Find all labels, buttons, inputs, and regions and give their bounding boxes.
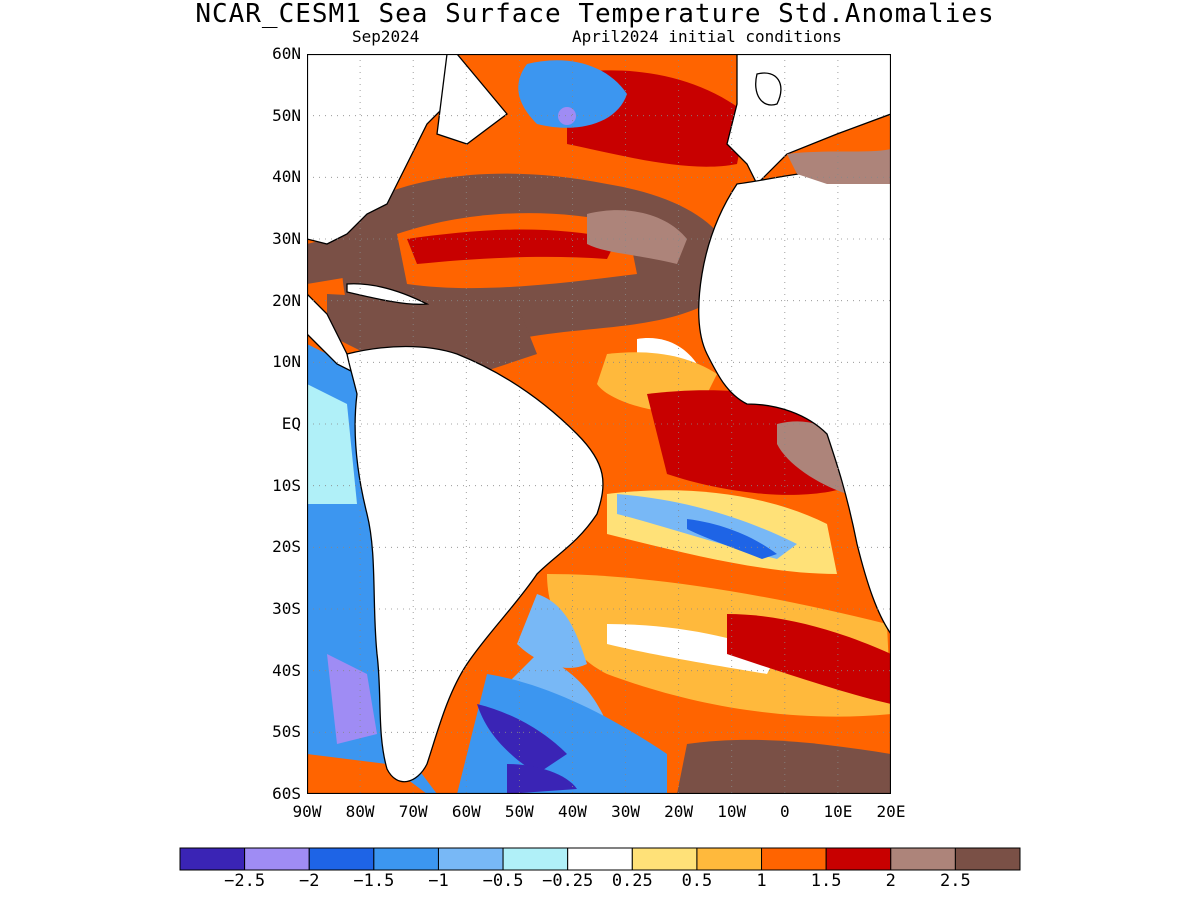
colorbar-swatch [696,847,763,871]
longitude-label: 10E [823,802,853,821]
region-s-cold-core [687,519,777,559]
land-south-america [346,345,604,783]
chart-title: NCAR_CESM1 Sea Surface Temperature Std.A… [195,0,995,29]
latitude-label: 60N [272,44,301,63]
latitude-label: 10N [272,352,301,372]
longitude-label: 10W [717,802,747,821]
colorbar-label: −2 [298,871,320,891]
region-south-brown [677,739,891,794]
latitude-label: 60S [272,784,301,803]
longitude-label: 50W [504,802,534,821]
land-british-isles [755,72,782,106]
region-s-mid-white [607,624,777,674]
colorbar-label: −0.5 [482,871,524,891]
land-caribbean-islands [346,283,430,305]
initial-conditions: April2024 initial conditions [572,27,842,46]
region-n-cold-blue [518,60,627,128]
colorbar-label: −1 [428,871,449,891]
colorbar-swatch [954,847,1021,871]
region-pacific-cyan [307,384,357,504]
latitude-label: 30N [272,229,301,248]
colorbar-swatch [502,847,569,871]
colorbar-swatch [825,847,892,871]
colorbar-label: 0.25 [611,871,653,891]
region-south-deep-blue [477,704,567,774]
latitude-label: 30S [272,599,301,618]
longitude-label: 70W [398,802,428,821]
colorbar-label: −1.5 [353,871,395,891]
region-n-mid-red [407,229,617,264]
region-mediterranean-brown [787,149,891,184]
colorbar-label: 0.5 [681,871,713,891]
region-pacific-south-orange [307,754,427,794]
latitude-label: 20S [272,537,301,557]
forecast-month: Sep2024 [352,27,420,46]
region-s-mid-red [727,614,891,704]
longitude-label: 40W [558,802,587,821]
colorbar-swatch [567,847,633,871]
land-labrador [436,54,508,145]
longitude-label: 80W [345,802,375,821]
sst-anomaly-map [307,54,891,794]
region-n-cold-core [558,107,576,125]
longitude-label: 60W [451,802,481,821]
colorbar-swatch [373,847,439,871]
colorbar-swatch [179,847,246,871]
graticule [307,54,891,794]
colorbar-label: −2.5 [224,871,266,891]
colorbar-swatch [244,847,310,871]
region-gulf-brown [307,234,367,284]
land-central-america [307,293,359,376]
latitude-label: 50S [272,722,301,742]
latitude-label: 20N [272,290,301,310]
colorbar [179,847,1021,871]
latitude-label: 40N [272,167,301,187]
colorbar-swatch [761,847,827,871]
region-s-mid-blue [517,594,587,668]
latitude-label: EQ [281,414,301,433]
colorbar-label: 2.5 [940,871,971,891]
colorbar-swatch [308,847,375,871]
region-n-light-brown [587,210,687,264]
longitude-label: 20W [664,802,694,821]
colorbar-label: 1.5 [810,871,842,891]
colorbar-swatch [437,847,504,871]
colorbar-swatch [631,847,698,871]
longitude-label: 30W [611,802,640,821]
map-frame-border [307,54,891,794]
latitude-label: 10S [272,475,301,495]
longitude-label: 90W [292,802,322,821]
longitude-label: 0 [779,802,790,821]
colorbar-label: 1 [756,871,767,891]
colorbar-swatch [890,847,956,871]
map-canvas [307,54,891,794]
latitude-label: 50N [272,105,301,125]
region-pacific-violet [327,654,377,744]
latitude-label: 40S [272,660,301,680]
region-south-deep-blue-2 [507,764,577,794]
longitude-label: 20E [876,802,906,821]
colorbar-label: −0.25 [542,871,594,891]
region-south-blue [457,674,667,794]
colorbar-label: 2 [885,871,896,891]
